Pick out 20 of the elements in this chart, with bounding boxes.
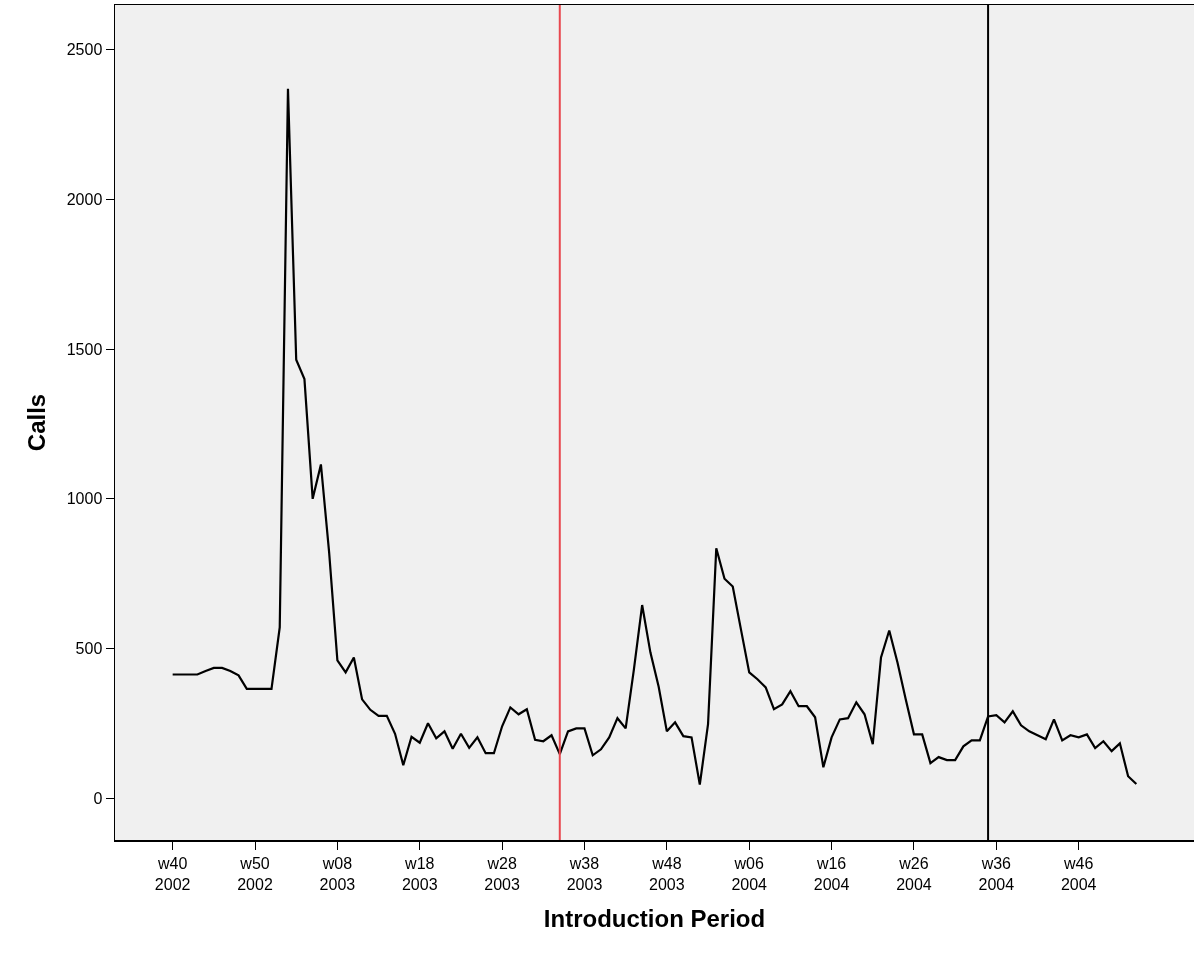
y-tick-label: 1500: [66, 340, 103, 358]
x-tick-label: w26 2004: [896, 854, 932, 893]
x-tick-label: w08 2003: [319, 854, 356, 893]
y-tick-label: 1000: [66, 490, 103, 508]
y-tick-label: 500: [75, 640, 103, 658]
y-tick-label: 2500: [66, 41, 103, 59]
x-tick-label: w28 2003: [484, 854, 521, 893]
y-tick-label: 2000: [66, 191, 103, 209]
x-tick-label: w50 2002: [237, 854, 273, 893]
x-axis-title: Introduction Period: [543, 904, 766, 932]
x-tick-label: w18 2003: [401, 854, 438, 893]
x-tick-label: w16 2004: [813, 854, 850, 893]
y-tick-label: 0: [93, 789, 103, 807]
x-tick-label: w40 2002: [154, 854, 191, 893]
x-tick-label: w38 2003: [566, 854, 603, 893]
x-tick-label: w48 2003: [649, 854, 685, 893]
y-axis-title: Calls: [23, 393, 51, 452]
x-tick-label: w06 2004: [731, 854, 768, 893]
x-tick-label: w46 2004: [1060, 854, 1097, 893]
x-tick-label: w36 2004: [978, 854, 1015, 893]
